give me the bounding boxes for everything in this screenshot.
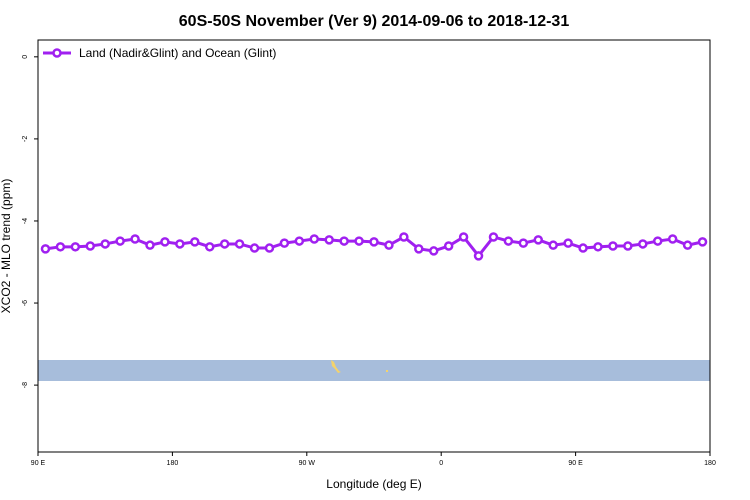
data-point: [354, 236, 364, 246]
data-point: [473, 251, 484, 261]
data-point: [55, 242, 66, 252]
x-axis-label: Longitude (deg E): [326, 477, 421, 491]
data-point: [414, 244, 424, 254]
land-speck: [331, 360, 341, 373]
data-point: [264, 243, 275, 253]
x-tick-label: 0: [439, 460, 443, 467]
y-tick-label: -8: [22, 382, 29, 388]
data-point: [145, 240, 155, 250]
y-axis-label: XCO2 - MLO trend (ppm): [0, 179, 13, 314]
data-point: [384, 240, 394, 250]
legend-marker: [52, 48, 62, 58]
x-tick-label: 180: [167, 460, 179, 467]
data-point: [219, 239, 230, 249]
y-tick-label: -4: [22, 218, 29, 224]
land-band: [38, 360, 710, 381]
y-tick-label: 0: [22, 55, 29, 59]
data-point: [667, 234, 678, 244]
data-point: [652, 236, 663, 246]
data-point: [309, 234, 320, 244]
data-point: [70, 242, 81, 252]
data-point: [488, 232, 499, 242]
data-point: [697, 237, 708, 247]
data-point: [175, 239, 185, 249]
land-speck: [386, 370, 388, 372]
data-point: [324, 235, 334, 245]
data-point: [399, 232, 409, 242]
data-point: [40, 244, 51, 254]
x-tick-label: 90 E: [568, 460, 583, 467]
data-point: [608, 241, 618, 251]
data-point: [294, 236, 305, 246]
data-point: [160, 237, 170, 247]
data-point: [100, 239, 110, 249]
x-tick-label: 90 W: [299, 460, 316, 467]
data-point: [623, 241, 633, 251]
y-tick-label: -6: [22, 300, 29, 306]
data-point: [578, 243, 588, 253]
data-point: [339, 236, 349, 246]
data-point: [458, 232, 469, 242]
y-tick-label: -2: [22, 136, 29, 142]
data-point: [548, 240, 558, 250]
data-point: [190, 237, 200, 247]
data-point: [428, 246, 439, 256]
data-point: [130, 234, 140, 244]
data-point: [204, 242, 215, 252]
data-point: [533, 235, 544, 245]
data-point: [563, 238, 573, 248]
data-point: [279, 238, 290, 248]
data-point: [593, 242, 603, 252]
data-point: [369, 237, 379, 247]
data-point: [234, 239, 245, 249]
data-point: [518, 238, 529, 248]
x-tick-label: 180: [704, 460, 716, 467]
data-point: [443, 241, 454, 251]
legend-label: Land (Nadir&Glint) and Ocean (Glint): [79, 46, 276, 60]
data-point: [85, 241, 96, 251]
data-point: [115, 236, 125, 246]
plot-frame: [37, 39, 711, 453]
x-tick-label: 90 E: [31, 460, 46, 467]
data-point: [249, 243, 260, 253]
data-point: [682, 240, 693, 250]
data-point: [638, 239, 648, 249]
chart-title: 60S-50S November (Ver 9) 2014-09-06 to 2…: [179, 13, 570, 30]
data-point: [503, 236, 514, 246]
